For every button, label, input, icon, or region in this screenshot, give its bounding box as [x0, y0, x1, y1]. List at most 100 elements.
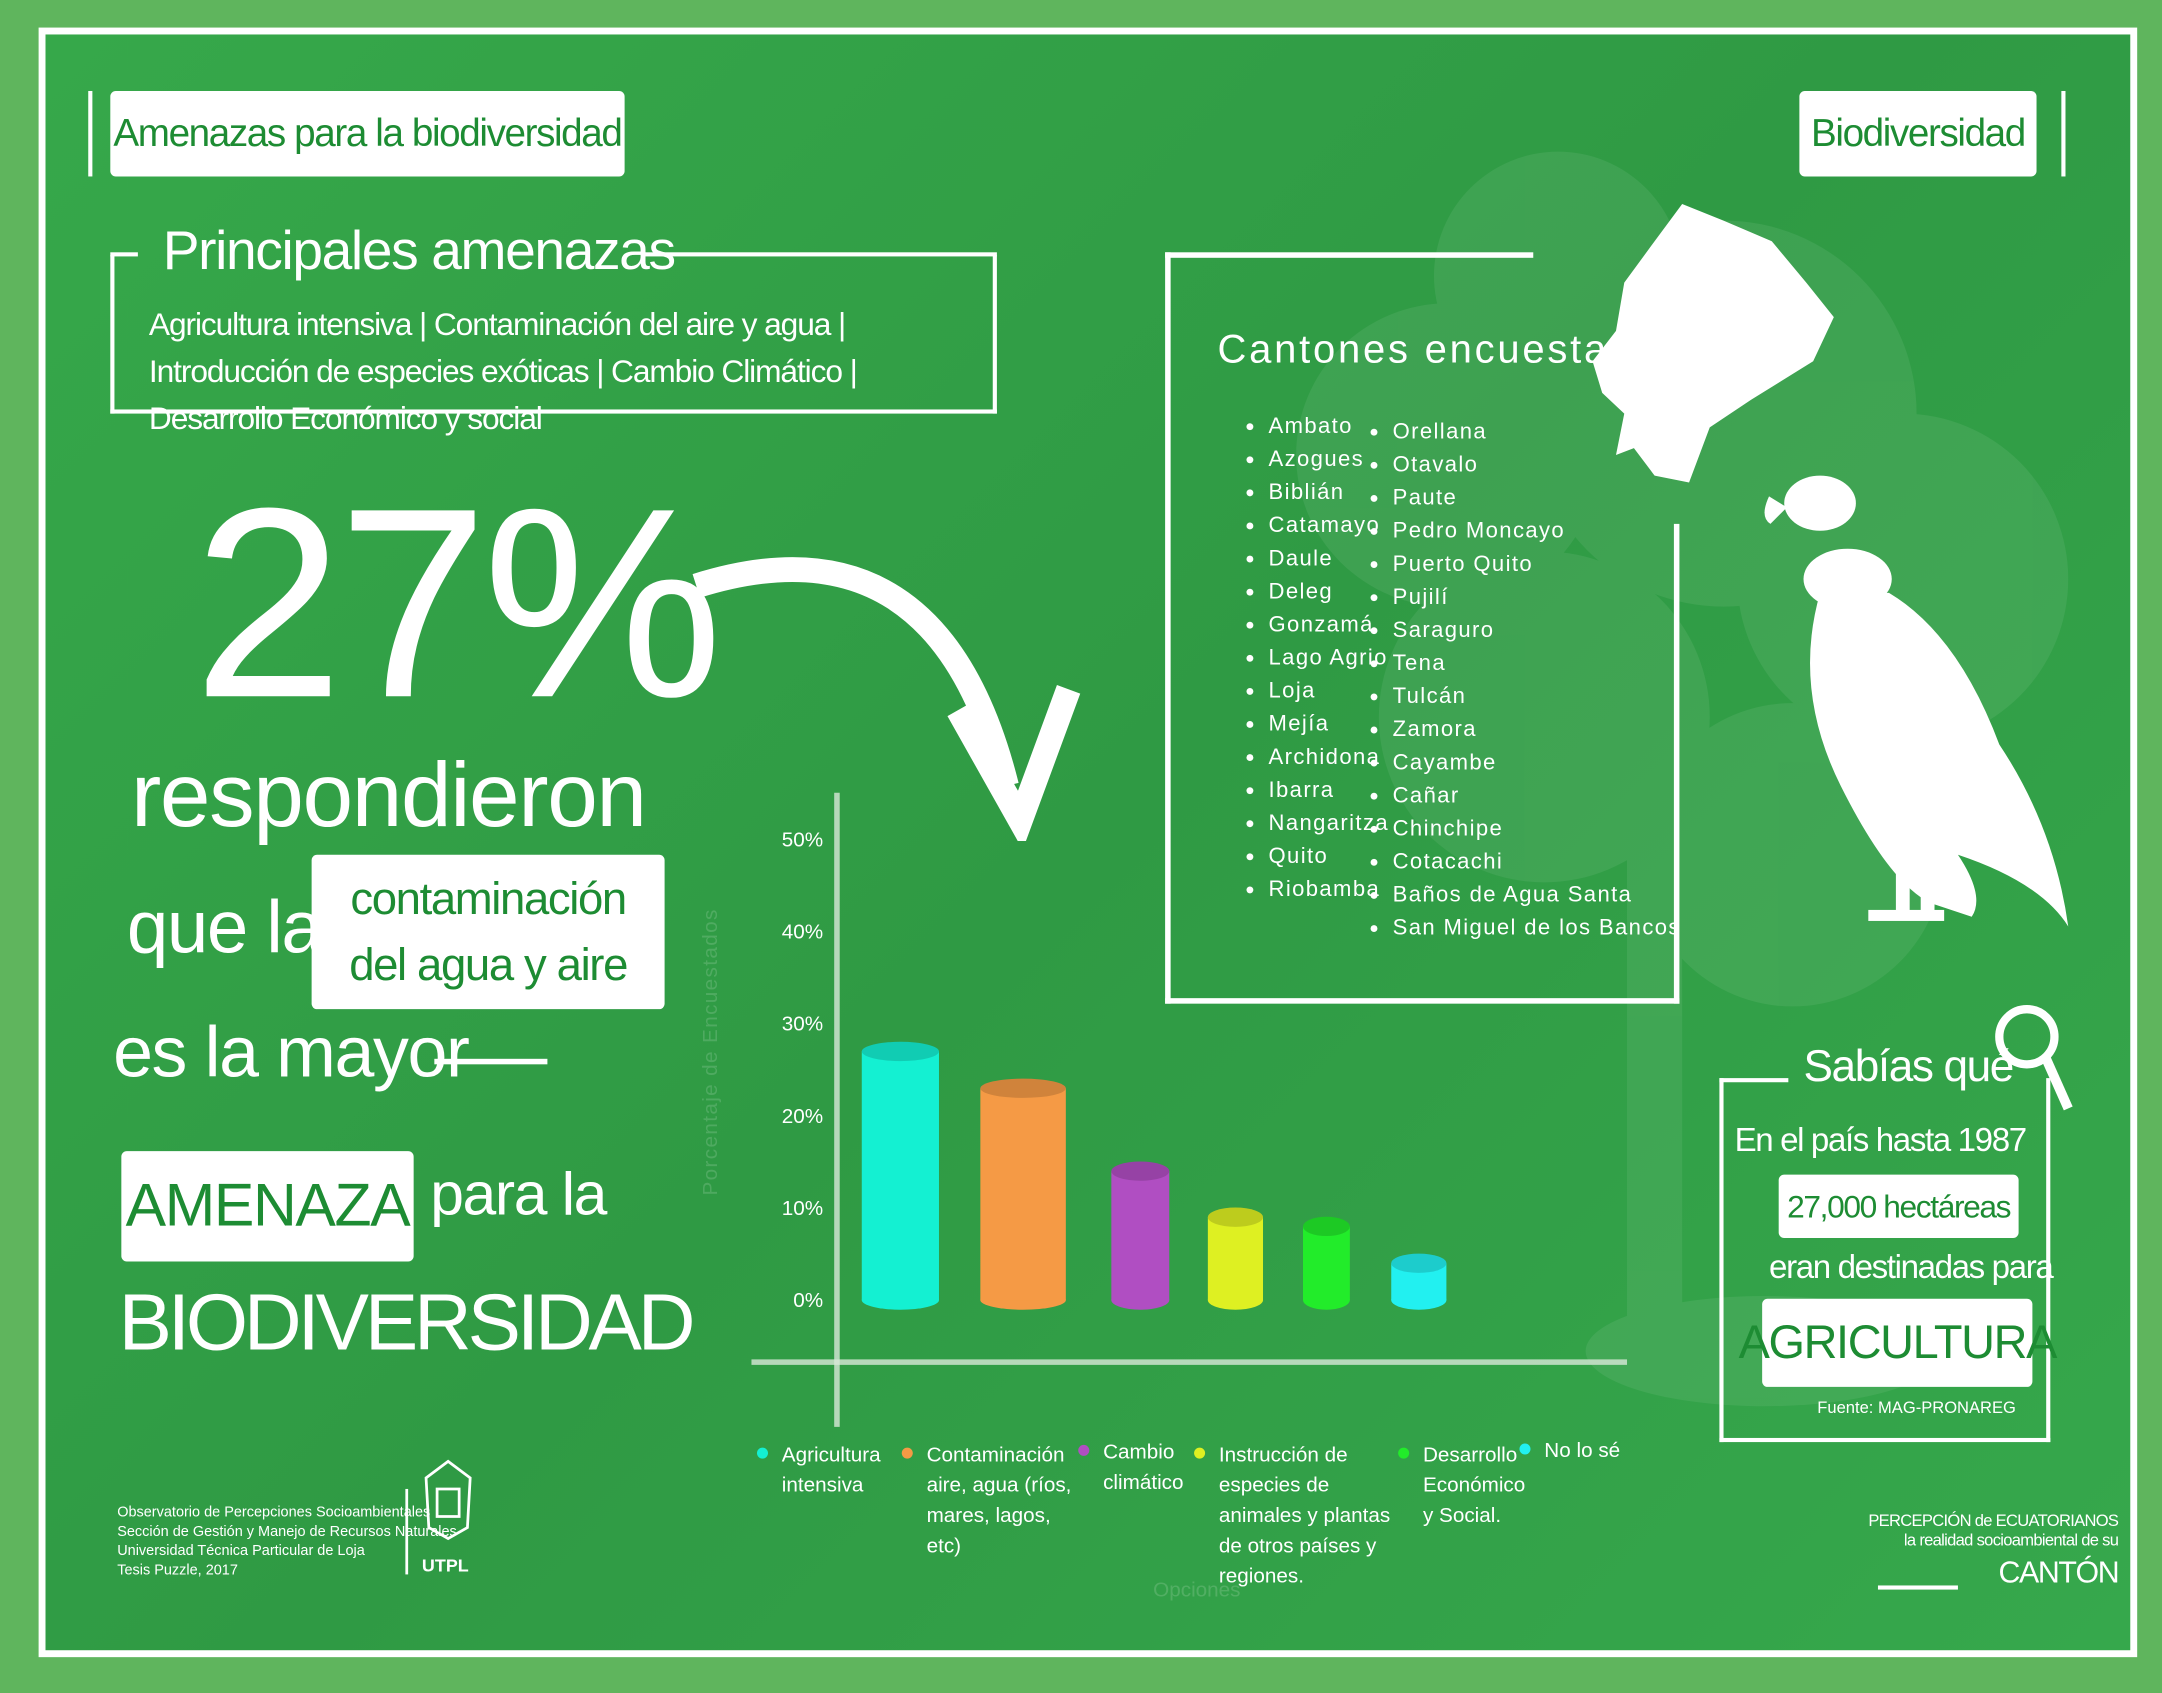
list-item: Pedro Moncayo: [1370, 516, 1681, 549]
divider: [88, 90, 93, 177]
list-item: Lago Agrio: [1246, 642, 1389, 675]
legend-item: No lo sé: [1519, 1437, 1641, 1467]
list-item: Otavalo: [1370, 449, 1681, 482]
credits: Observatorio de Percepciones Socioambien…: [117, 1503, 457, 1580]
credit-line: Sección de Gestión y Manejo de Recursos …: [117, 1523, 457, 1540]
divider: [110, 252, 138, 257]
fact-highlight: AGRICULTURA: [1739, 1298, 2057, 1387]
bar-cap: [980, 1078, 1066, 1098]
divider: [1165, 252, 1171, 1004]
source: Fuente: MAG-PRONAREG: [1817, 1397, 2016, 1418]
fact-title: Sabías qué: [1803, 1040, 2015, 1091]
legend-item: Cambio climático: [1078, 1438, 1193, 1499]
stat-text: respondieron: [130, 743, 647, 846]
threats-text: Agricultura intensiva | Contaminación de…: [148, 306, 858, 436]
list-item: Azogues: [1246, 444, 1389, 477]
y-tick-label: 30%: [782, 1013, 823, 1036]
list-item: Pujilí: [1370, 582, 1681, 615]
list-item: Gonzamá: [1246, 609, 1389, 642]
stat-text: para la: [430, 1160, 607, 1229]
stat-text: que la: [126, 886, 323, 970]
legend-label: Instrucción de especies de animales y pl…: [1218, 1443, 1391, 1589]
legend-label: Cambio climático: [1103, 1440, 1184, 1495]
bar-cap: [1302, 1216, 1350, 1237]
legend-swatch: [756, 1447, 769, 1459]
bar-cap: [1207, 1207, 1264, 1227]
list-item: Archidona: [1246, 742, 1389, 775]
divider: [1877, 1585, 1958, 1590]
badge: AMENAZA: [121, 1151, 414, 1262]
divider: [1673, 523, 1680, 1004]
stat-text: BIODIVERSIDAD: [118, 1278, 696, 1368]
list-item: Loja: [1246, 676, 1389, 709]
list-item: Paute: [1370, 483, 1681, 516]
y-tick-label: 50%: [782, 828, 823, 851]
legend-swatch: [1078, 1444, 1090, 1456]
legend-item: Instrucción de especies de animales y pl…: [1194, 1441, 1398, 1593]
list-item: Zamora: [1370, 714, 1681, 747]
credit-line: Observatorio de Percepciones Socioambien…: [117, 1504, 431, 1521]
bar: [861, 1051, 939, 1301]
list-item: Riobamba: [1246, 874, 1389, 907]
list-item: Chinchipe: [1370, 813, 1681, 846]
y-axis-label: Porcentaje de Encuestados: [699, 908, 722, 1195]
magnifier: [1995, 1005, 2073, 1111]
legend-label: Desarrollo Económico y Social.: [1422, 1443, 1526, 1528]
bar: [980, 1088, 1066, 1301]
y-tick-label: 10%: [782, 1197, 823, 1220]
brand: PERCEPCIÓN de ECUATORIANOS la realidad s…: [1868, 1511, 2119, 1591]
section-tab: Amenazas para la biodiversidad: [110, 90, 625, 177]
highlight-box: contaminación del agua y aire: [311, 854, 665, 1010]
brand-text: CANTÓN: [1998, 1555, 2119, 1590]
stat-text: es la mayor: [113, 1013, 470, 1094]
y-tick-label: 40%: [782, 921, 823, 944]
legend-item: Agricultura intensiva: [756, 1441, 899, 1502]
list-column: Orellana Otavalo Paute Pedro Moncayo Puerto …: [1370, 416, 1681, 946]
list-item: Orellana: [1370, 416, 1681, 449]
y-tick-label: 20%: [782, 1105, 823, 1128]
brand-text: la realidad socioambiental de su: [1903, 1530, 2119, 1550]
divider: [2061, 90, 2066, 177]
logo-crest: [424, 1459, 472, 1541]
y-tick-label: 0%: [793, 1289, 823, 1312]
credit-line: Universidad Técnica Particular de Loja: [117, 1542, 365, 1560]
legend-label: No lo sé: [1544, 1439, 1621, 1463]
list-item: San Miguel de los Bancos: [1370, 913, 1681, 946]
credit-line: Tesis Puzzle, 2017: [117, 1562, 238, 1579]
list-item: Catamayo: [1246, 510, 1389, 543]
divider: [645, 252, 997, 257]
fact-box: [1719, 1078, 2051, 1443]
fact-text: eran destinadas para: [1769, 1249, 2054, 1287]
legend-label: Contaminación aire, agua (ríos, mares, l…: [926, 1443, 1072, 1558]
list-item: Tulcán: [1370, 681, 1681, 714]
list-item: Baños de Agua Santa: [1370, 880, 1681, 913]
logo-text: UTPL: [421, 1555, 469, 1576]
list-column: Ambato Azogues Biblián Catamayo Daule Deleg Go…: [1246, 411, 1389, 907]
threats-title: Principales amenazas: [162, 220, 676, 282]
list-item: Ibarra: [1246, 775, 1389, 808]
list-item: Nangaritza: [1246, 808, 1389, 841]
condor: [1764, 475, 2069, 927]
legend-item: Desarrollo Económico y Social.: [1398, 1441, 1525, 1532]
legend-swatch: [1194, 1447, 1206, 1459]
arrow: [692, 557, 1081, 841]
legend-label: Agricultura intensiva: [781, 1443, 881, 1498]
divider: [1165, 998, 1680, 1004]
divider: [434, 1058, 548, 1065]
cantones-title: Cantones encuestados: [1217, 328, 1682, 373]
legend-item: Contaminación aire, agua (ríos, mares, l…: [901, 1441, 1090, 1562]
list-item: Saraguro: [1370, 615, 1681, 648]
list-item: Biblián: [1246, 477, 1389, 510]
list-item: Mejía: [1246, 709, 1389, 742]
bar: [1302, 1226, 1350, 1301]
bar-cap: [861, 1041, 939, 1062]
legend-swatch: [1398, 1447, 1410, 1459]
list-item: Ambato: [1246, 411, 1389, 444]
fact-text: En el país hasta 1987: [1734, 1122, 2028, 1160]
divider: [1165, 252, 1534, 258]
fact-highlight: 27,000 hectáreas: [1778, 1174, 2019, 1239]
list-item: Cotacachi: [1370, 846, 1681, 879]
